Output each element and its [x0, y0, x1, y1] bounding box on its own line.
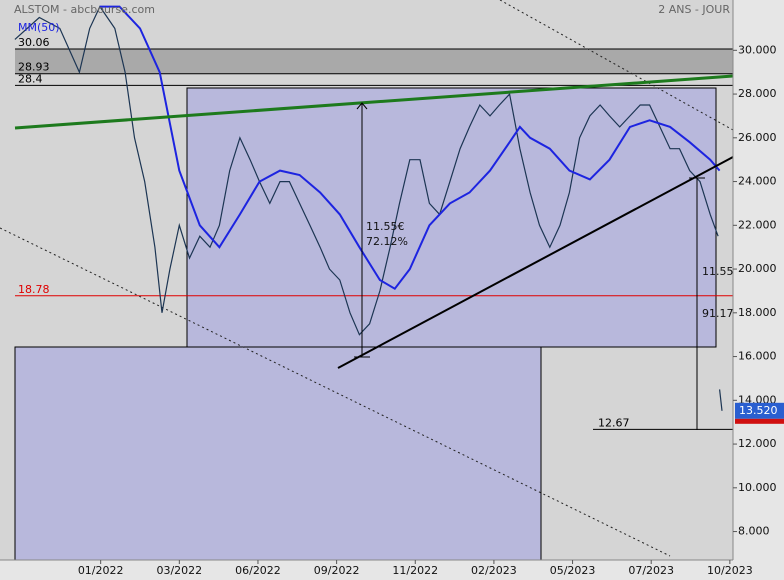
price-line: [14, 5, 723, 411]
annotation-price: 11.55€: [366, 220, 405, 233]
x-tick-label: 09/2022: [314, 564, 360, 577]
x-tick-label: 10/2023: [707, 564, 753, 577]
x-tick-label: 11/2022: [392, 564, 438, 577]
y-tick-label: 12.000: [738, 437, 777, 450]
chart-subtitle: 2 ANS - JOUR: [658, 3, 730, 16]
y-tick-label: 30.000: [738, 43, 777, 56]
x-axis-panel: [0, 560, 733, 580]
level-label: 18.78: [18, 283, 50, 296]
y-tick-label: 28.000: [738, 87, 777, 100]
moving-average: [99, 5, 721, 291]
series: [14, 5, 723, 411]
level-label: 28.93: [18, 61, 50, 74]
x-tick-label: 02/2023: [471, 564, 517, 577]
y-axis-panel: [733, 0, 784, 580]
y-tick-label: 16.000: [738, 350, 777, 363]
zone: [14, 346, 542, 561]
x-tick-label: 05/2023: [550, 564, 596, 577]
level-label: 30.06: [18, 36, 50, 49]
x-tick-label: 03/2022: [156, 564, 202, 577]
level-label: 28.4: [18, 72, 43, 85]
level-band: [15, 49, 733, 74]
x-tick-label: 06/2022: [235, 564, 281, 577]
chart-title: ALSTOM - abcbourse.com: [14, 3, 155, 16]
annotation-price: 11.55€: [702, 265, 741, 278]
y-tick-label: 24.000: [738, 175, 777, 188]
trend-line: [0, 227, 671, 557]
price-marker: [735, 418, 784, 424]
resistance-line: [14, 74, 734, 130]
axes: 8.00010.00012.00014.00016.00018.00020.00…: [78, 43, 784, 577]
y-tick-label: 18.000: [738, 306, 777, 319]
arrow-head: [356, 102, 368, 110]
y-tick-label: 22.000: [738, 218, 777, 231]
y-tick-label: 10.000: [738, 481, 777, 494]
last-price-box: [735, 402, 784, 419]
y-tick-label: 20.000: [738, 262, 777, 275]
level-label: 12.67: [598, 416, 630, 429]
x-tick-label: 07/2023: [628, 564, 674, 577]
x-tick-label: 01/2022: [78, 564, 124, 577]
annotation-percent: 72.12%: [366, 235, 408, 248]
legend-entry: MM(50): [18, 21, 60, 34]
last-price-label: 13.520: [739, 404, 778, 417]
y-tick-label: 26.000: [738, 131, 777, 144]
y-tick-label: 8.000: [738, 525, 770, 538]
support-line: [337, 156, 734, 369]
